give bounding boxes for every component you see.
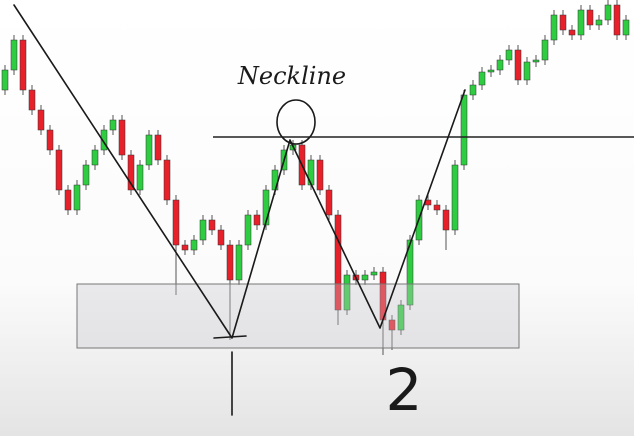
candle-body [460,94,468,166]
circle-mark [276,99,316,145]
candle-body [190,239,198,251]
candle-body [118,119,126,156]
candle-body [487,69,495,73]
candle-body [154,134,162,161]
candle-body [496,59,504,71]
candle-body [406,239,414,306]
candle-body [514,49,522,81]
candle-body [109,119,117,131]
candle-body [55,149,63,191]
candle-body [1,69,9,91]
candle-body [433,204,441,211]
candle-body [478,71,486,86]
candle-body [235,244,243,281]
candle-body [46,129,54,151]
support-zone [76,283,520,349]
candle-body [217,229,225,246]
candle-body [253,214,261,226]
candle-body [172,199,180,246]
candle-body [91,149,99,166]
candles [1,0,630,355]
candle-body [316,159,324,191]
candle-body [361,274,369,281]
candle-body [451,164,459,231]
candle-body [226,244,234,281]
candle-body [208,219,216,231]
pattern-line [13,4,466,339]
candle-body [442,209,450,231]
candle-body [181,244,189,251]
candle-body [559,14,567,31]
candle-body [28,89,36,111]
candle-body [64,189,72,211]
label-2: 2 [386,356,423,424]
candle-body [613,4,621,36]
candle-body [73,184,81,211]
candle-body [199,219,207,241]
candle-body [388,319,396,331]
candle-body [19,39,27,91]
candle-body [37,109,45,131]
candle-body [550,14,558,41]
bottom-mark [213,335,247,339]
candle-body [10,39,18,71]
candle-body [145,134,153,166]
candle-body [622,19,630,36]
candle-body [343,274,351,311]
candle-body [127,154,135,191]
candle-body [271,169,279,191]
candle-body [541,39,549,61]
candle-body [532,59,540,63]
candle-body [100,129,108,151]
candle-body [505,49,513,61]
candle-body [586,9,594,26]
candle-body [334,214,342,311]
candle-body [397,304,405,331]
candle-body [244,214,252,246]
candle-body [370,271,378,276]
candle-body [136,164,144,191]
candle-body [325,189,333,216]
candle-body [523,61,531,81]
candle-body [262,189,270,226]
candle-body [604,4,612,21]
neckline-label-text: Neckline [237,62,346,90]
candle-body [577,9,585,36]
candle-body [595,19,603,26]
candle-body [469,84,477,96]
candle-body [163,159,171,201]
candle-body [82,164,90,186]
candle-body [568,29,576,36]
